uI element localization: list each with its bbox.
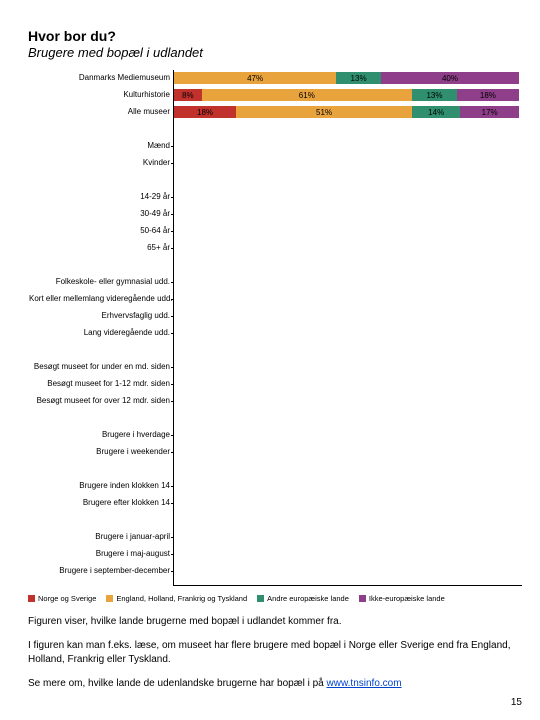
bar-segment: 13% — [336, 72, 381, 84]
row-label: Brugere efter klokken 14 — [29, 498, 174, 507]
caption-p3: Se mere om, hvilke lande de udenlandske … — [28, 677, 522, 691]
row-label: Brugere inden klokken 14 — [29, 481, 174, 490]
row-label: Brugere i januar-april — [29, 532, 174, 541]
row-label: Alle museer — [29, 107, 174, 116]
row-label: 14-29 år — [29, 192, 174, 201]
row-label: Erhvervsfaglig udd. — [29, 311, 174, 320]
legend-swatch — [257, 595, 264, 602]
row-label: Brugere i september-december — [29, 566, 174, 575]
bar: 8%61%13%18% — [174, 89, 519, 101]
row-label: Kulturhistorie — [29, 90, 174, 99]
legend-item: Ikke-europæiske lande — [359, 594, 445, 603]
caption-text: Figuren viser, hvilke lande brugerne med… — [28, 615, 522, 691]
bar-segment: 61% — [202, 89, 412, 101]
row-label: Brugere i hverdage — [29, 430, 174, 439]
row-label: Besøgt museet for under en md. siden — [29, 362, 174, 371]
legend-label: England, Holland, Frankrig og Tyskland — [116, 594, 247, 603]
bar-segment: 17% — [460, 106, 519, 118]
row-label: Lang videregående udd. — [29, 328, 174, 337]
bar-segment: 40% — [381, 72, 519, 84]
legend-item: England, Holland, Frankrig og Tyskland — [106, 594, 247, 603]
page-number: 15 — [511, 697, 522, 708]
source-link[interactable]: www.tnsinfo.com — [327, 678, 402, 689]
row-label: 50-64 år — [29, 226, 174, 235]
page-subtitle: Brugere med bopæl i udlandet — [28, 45, 522, 60]
stacked-bar-chart: Danmarks Mediemuseum47%13%40%Kulturhisto… — [173, 70, 522, 586]
legend-label: Ikke-europæiske lande — [369, 594, 445, 603]
bar-segment: 13% — [412, 89, 457, 101]
bar-segment: 18% — [457, 89, 519, 101]
row-label: Besøgt museet for 1-12 mdr. siden — [29, 379, 174, 388]
bar-segment: 47% — [174, 72, 336, 84]
bar: 18%51%14%17% — [174, 106, 519, 118]
legend-swatch — [359, 595, 366, 602]
legend-item: Andre europæiske lande — [257, 594, 349, 603]
row-label: Folkeskole- eller gymnasial udd. — [29, 277, 174, 286]
bar: 47%13%40% — [174, 72, 519, 84]
row-label: Mænd — [29, 141, 174, 150]
caption-p2: I figuren kan man f.eks. læse, om museet… — [28, 639, 522, 667]
legend-label: Andre europæiske lande — [267, 594, 349, 603]
bar-segment: 8% — [174, 89, 202, 101]
row-label: Brugere i weekender — [29, 447, 174, 456]
legend-swatch — [28, 595, 35, 602]
row-label: Kvinder — [29, 158, 174, 167]
bar-segment: 18% — [174, 106, 236, 118]
row-label: Brugere i maj-august — [29, 549, 174, 558]
row-label: Besøgt museet for over 12 mdr. siden — [29, 396, 174, 405]
row-label: 30-49 år — [29, 209, 174, 218]
row-label: 65+ år — [29, 243, 174, 252]
caption-p3-text: Se mere om, hvilke lande de udenlandske … — [28, 678, 327, 689]
page-title: Hvor bor du? — [28, 28, 522, 44]
legend-label: Norge og Sverige — [38, 594, 96, 603]
bar-segment: 51% — [236, 106, 412, 118]
caption-p1: Figuren viser, hvilke lande brugerne med… — [28, 615, 522, 629]
chart-legend: Norge og Sverige England, Holland, Frankr… — [28, 594, 522, 603]
legend-item: Norge og Sverige — [28, 594, 96, 603]
row-label: Danmarks Mediemuseum — [29, 73, 174, 82]
legend-swatch — [106, 595, 113, 602]
row-label: Kort eller mellemlang videregående udd. — [29, 294, 174, 303]
bar-segment: 14% — [412, 106, 460, 118]
